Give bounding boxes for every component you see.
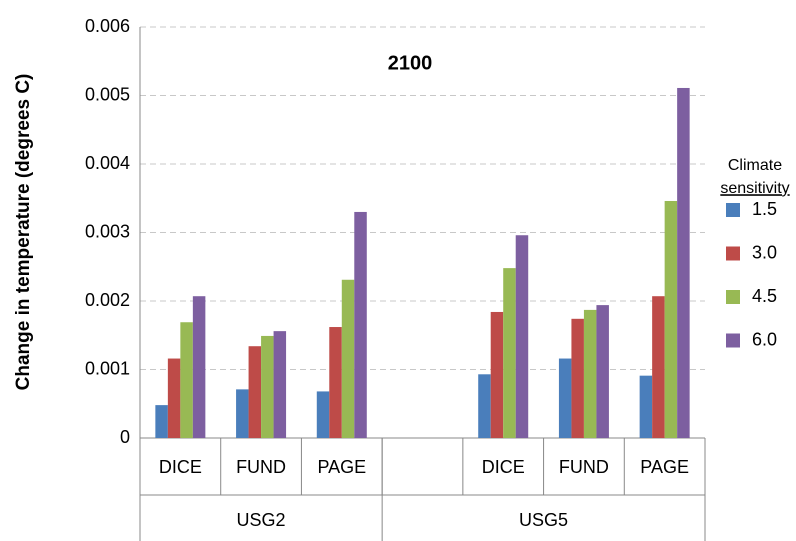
bar (639, 375, 653, 438)
bar (155, 405, 168, 438)
legend-label: 1.5 (752, 199, 777, 219)
group-label: USG5 (519, 510, 568, 530)
bar (515, 235, 529, 438)
legend-swatch (726, 333, 740, 348)
bar (571, 318, 584, 438)
bar (503, 268, 516, 438)
bar (596, 305, 609, 438)
y-axis-label: Change in temperature (degrees C) (13, 74, 34, 391)
y-tick-label: 0.005 (85, 84, 130, 104)
y-tick-label: 0.003 (85, 221, 130, 241)
legend-label: 6.0 (752, 329, 777, 349)
x-tick-label: FUND (559, 457, 609, 477)
x-tick-label: FUND (236, 457, 286, 477)
bar (192, 296, 206, 438)
bar (341, 279, 355, 438)
bar (167, 358, 181, 438)
bar (558, 358, 572, 438)
group-label: USG2 (237, 510, 286, 530)
y-tick-label: 0.001 (85, 358, 130, 378)
legend-title: Climate (728, 157, 782, 174)
bar (261, 335, 274, 438)
bar (677, 87, 690, 438)
legend-swatch (726, 246, 740, 261)
bar (180, 322, 193, 438)
y-tick-label: 0.002 (85, 290, 130, 310)
chart-title: 2100 (388, 52, 433, 74)
bar (664, 200, 678, 438)
y-tick-label: 0.004 (85, 153, 130, 173)
legend-title: sensitivity (720, 180, 789, 197)
bar (490, 311, 504, 438)
legend-label: 4.5 (752, 286, 777, 306)
bar (354, 211, 367, 438)
x-tick-label: DICE (482, 457, 525, 477)
bar (236, 389, 249, 438)
bar (273, 331, 287, 438)
x-tick-label: PAGE (640, 457, 689, 477)
bar (478, 374, 491, 438)
x-tick-label: PAGE (317, 457, 366, 477)
legend-swatch (726, 203, 740, 217)
legend-label: 3.0 (752, 242, 777, 262)
bar (248, 346, 262, 438)
bar (652, 296, 665, 438)
bar (583, 309, 597, 438)
y-tick-label: 0.006 (85, 16, 130, 36)
bar (329, 327, 342, 438)
bar (316, 391, 330, 438)
x-tick-label: DICE (159, 457, 202, 477)
legend-swatch (726, 290, 740, 304)
y-tick-label: 0 (120, 427, 130, 447)
